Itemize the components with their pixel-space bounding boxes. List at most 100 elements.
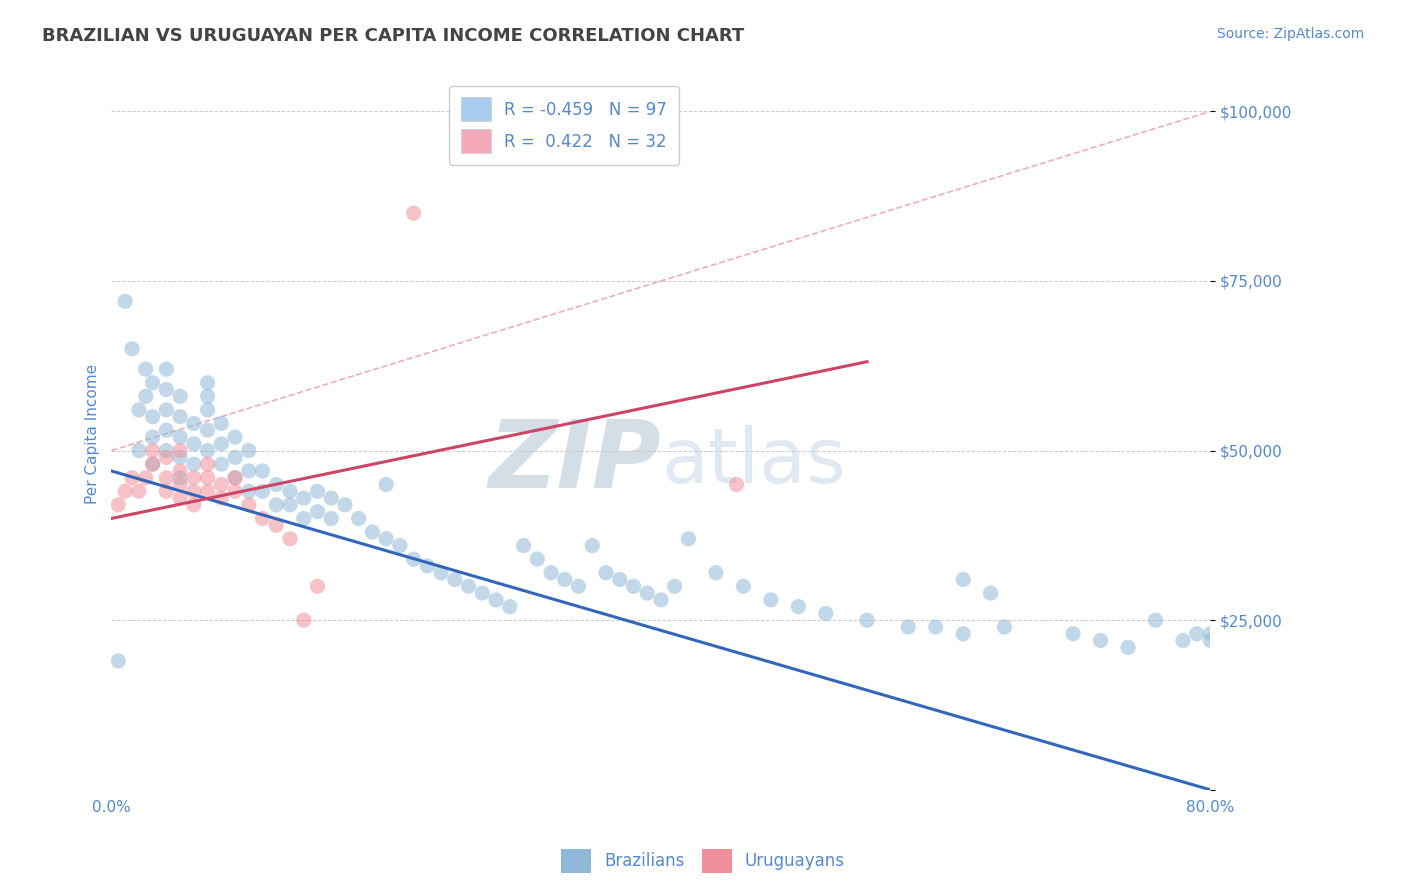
Point [135,389,157,403]
Point [897,620,920,634]
Text: Source: ZipAtlas.com: Source: ZipAtlas.com [1216,27,1364,41]
Point [142,376,165,390]
Point [416,558,439,573]
Point [107,498,129,512]
Point [1185,627,1208,641]
Point [388,539,411,553]
Point [183,417,205,431]
Point [1199,627,1222,641]
Point [155,403,177,417]
Point [540,566,562,580]
Point [142,430,165,444]
Point [485,592,508,607]
Point [169,491,191,505]
Point [402,206,425,220]
Point [264,518,287,533]
Y-axis label: Per Capita Income: Per Capita Income [86,364,100,504]
Point [814,607,837,621]
Point [1171,633,1194,648]
Point [321,511,343,525]
Point [1062,627,1084,641]
Point [650,592,672,607]
Point [238,443,260,458]
Point [169,464,191,478]
Point [856,613,879,627]
Point [197,403,219,417]
Point [375,532,398,546]
Point [155,471,177,485]
Point [278,484,301,499]
Point [636,586,658,600]
Point [121,471,143,485]
Point [278,498,301,512]
Point [1090,633,1112,648]
Point [238,498,260,512]
Point [292,511,315,525]
Point [733,579,755,593]
Point [252,464,274,478]
Point [197,376,219,390]
Point [361,524,384,539]
Point [307,484,329,499]
Text: atlas: atlas [661,425,846,500]
Point [183,471,205,485]
Point [209,457,232,471]
Point [169,471,191,485]
Point [135,362,157,376]
Point [264,498,287,512]
Point [567,579,589,593]
Point [252,484,274,499]
Point [292,613,315,627]
Point [526,552,548,566]
Point [402,552,425,566]
Point [183,437,205,451]
Point [430,566,453,580]
Point [224,450,246,465]
Point [444,573,467,587]
Point [155,484,177,499]
Point [209,417,232,431]
Point [980,586,1002,600]
Point [142,457,165,471]
Point [347,511,370,525]
Point [121,342,143,356]
Point [142,457,165,471]
Point [307,579,329,593]
Point [197,389,219,403]
Point [224,484,246,499]
Point [264,477,287,491]
Point [155,383,177,397]
Point [197,423,219,437]
Point [292,491,315,505]
Point [952,627,974,641]
Point [307,505,329,519]
Point [993,620,1015,634]
Point [512,539,534,553]
Point [333,498,356,512]
Point [107,654,129,668]
Point [1116,640,1139,655]
Point [678,532,700,546]
Point [224,471,246,485]
Point [155,423,177,437]
Point [183,484,205,499]
Point [169,389,191,403]
Point [197,457,219,471]
Point [197,443,219,458]
Point [252,511,274,525]
Point [238,484,260,499]
Point [787,599,810,614]
Point [595,566,617,580]
Point [114,484,136,499]
Point [499,599,522,614]
Point [725,477,748,491]
Point [128,484,150,499]
Legend: R = -0.459   N = 97, R =  0.422   N = 32: R = -0.459 N = 97, R = 0.422 N = 32 [450,86,679,165]
Point [169,477,191,491]
Point [155,443,177,458]
Point [128,443,150,458]
Point [169,450,191,465]
Point [664,579,686,593]
Point [471,586,494,600]
Text: BRAZILIAN VS URUGUAYAN PER CAPITA INCOME CORRELATION CHART: BRAZILIAN VS URUGUAYAN PER CAPITA INCOME… [42,27,744,45]
